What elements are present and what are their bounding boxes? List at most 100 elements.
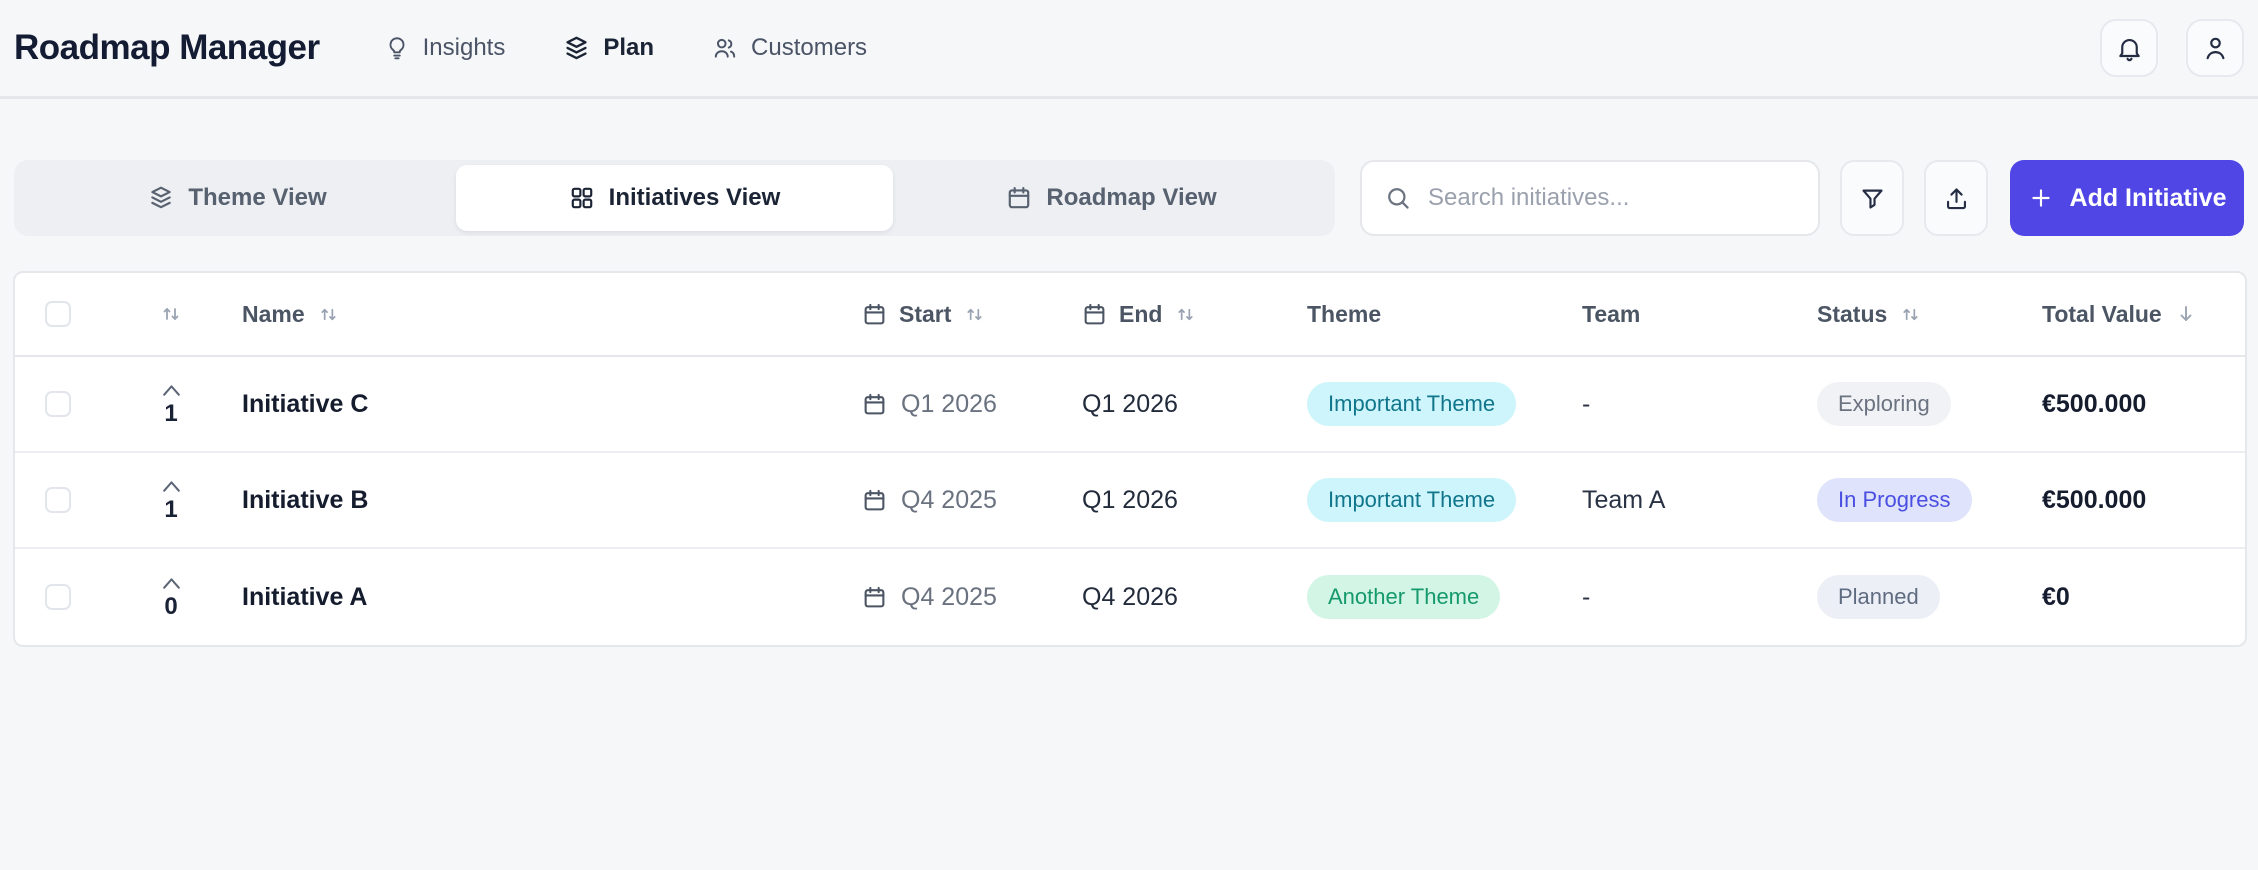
users-icon [712, 35, 738, 61]
app-header: Roadmap Manager Insights Plan [0, 0, 2258, 99]
calendar-icon [862, 585, 887, 610]
start-quarter: Q4 2025 [901, 485, 997, 514]
row-cell-total-value: €500.000 [2042, 390, 2245, 419]
row-cell-select [15, 584, 115, 610]
calendar-icon [862, 392, 887, 417]
row-checkbox[interactable] [45, 391, 71, 417]
header-cell-name[interactable]: Name [227, 301, 862, 328]
search-input[interactable] [1428, 184, 1796, 212]
initiative-name: Initiative B [242, 485, 369, 514]
lightbulb-icon [384, 35, 410, 61]
notifications-button[interactable] [2100, 19, 2158, 77]
search-box [1360, 160, 1820, 236]
column-label: End [1119, 300, 1163, 327]
end-quarter: Q1 2026 [1082, 389, 1178, 418]
row-cell-total-value: €500.000 [2042, 486, 2245, 515]
calendar-icon [1082, 302, 1107, 327]
row-cell-end: Q1 2026 [1082, 390, 1307, 419]
table-row[interactable]: 1 Initiative B Q4 2025 Q1 2026 Important… [15, 453, 2245, 549]
upvote-button[interactable] [159, 477, 184, 494]
column-label: Name [242, 300, 305, 327]
tab-label: Initiatives View [608, 184, 781, 211]
person-icon [2201, 34, 2230, 63]
nav-item-label: Plan [603, 34, 655, 61]
export-button[interactable] [1924, 160, 1988, 236]
column-label: Status [1817, 300, 1888, 327]
row-cell-votes: 1 [115, 381, 227, 428]
nav-item-insights[interactable]: Insights [384, 34, 506, 62]
row-cell-team: - [1582, 583, 1817, 612]
column-label: Total Value [2042, 300, 2162, 327]
select-all-checkbox[interactable] [45, 301, 71, 327]
column-label: Theme [1307, 300, 1382, 327]
upvote-button[interactable] [159, 381, 184, 398]
filter-button[interactable] [1840, 160, 1904, 236]
total-value: €0 [2042, 582, 2070, 611]
bell-icon [2115, 34, 2144, 63]
theme-badge: Important Theme [1307, 478, 1517, 522]
header-cell-start[interactable]: Start [862, 301, 1082, 328]
row-cell-total-value: €0 [2042, 583, 2245, 612]
theme-badge: Another Theme [1307, 575, 1501, 619]
row-cell-status: Planned [1817, 575, 2042, 619]
view-switcher: Theme View Initiatives View Roadmap View [14, 160, 1335, 236]
table-row[interactable]: 0 Initiative A Q4 2025 Q4 2026 Another T… [15, 549, 2245, 645]
main-nav: Insights Plan Customers [384, 34, 867, 62]
grid-icon [569, 185, 595, 211]
row-cell-name: Initiative C [227, 390, 862, 419]
row-cell-status: In Progress [1817, 478, 2042, 522]
status-badge: In Progress [1817, 478, 1972, 522]
sort-both-icon [159, 302, 183, 326]
end-quarter: Q4 2026 [1082, 582, 1178, 611]
header-cell-end[interactable]: End [1082, 301, 1307, 328]
row-cell-theme: Another Theme [1307, 575, 1582, 619]
header-actions [2100, 19, 2244, 77]
upload-icon [1943, 185, 1970, 212]
table-row[interactable]: 1 Initiative C Q1 2026 Q1 2026 Important… [15, 357, 2245, 453]
header-cell-votes[interactable] [115, 302, 227, 326]
theme-badge: Important Theme [1307, 382, 1517, 426]
tab-theme-view[interactable]: Theme View [19, 165, 456, 231]
tab-roadmap-view[interactable]: Roadmap View [893, 165, 1330, 231]
plus-icon [2028, 185, 2054, 211]
start-quarter: Q4 2025 [901, 582, 997, 611]
row-checkbox[interactable] [45, 487, 71, 513]
tab-label: Theme View [188, 184, 327, 211]
sort-both-icon [317, 303, 340, 326]
table-body: 1 Initiative C Q1 2026 Q1 2026 Important… [15, 357, 2245, 645]
search-icon [1384, 184, 1412, 212]
nav-item-customers[interactable]: Customers [712, 34, 867, 62]
header-cell-select [15, 301, 115, 327]
upvote-button[interactable] [159, 574, 184, 591]
total-value: €500.000 [2042, 389, 2147, 418]
status-badge: Planned [1817, 575, 1940, 619]
row-cell-end: Q1 2026 [1082, 486, 1307, 515]
status-badge: Exploring [1817, 382, 1951, 426]
toolbar: Theme View Initiatives View Roadmap View [14, 160, 2244, 236]
funnel-icon [1859, 185, 1886, 212]
initiative-name: Initiative A [242, 582, 368, 611]
profile-button[interactable] [2186, 19, 2244, 77]
row-cell-name: Initiative B [227, 486, 862, 515]
nav-item-label: Customers [751, 34, 868, 61]
add-initiative-label: Add Initiative [2069, 183, 2227, 212]
header-cell-total-value[interactable]: Total Value [2042, 301, 2245, 328]
row-cell-team: - [1582, 390, 1817, 419]
add-initiative-button[interactable]: Add Initiative [2010, 160, 2244, 236]
calendar-icon [1006, 185, 1032, 211]
nav-item-plan[interactable]: Plan [563, 34, 654, 62]
row-cell-theme: Important Theme [1307, 478, 1582, 522]
row-checkbox[interactable] [45, 584, 71, 610]
nav-item-label: Insights [422, 34, 506, 61]
tab-initiatives-view[interactable]: Initiatives View [456, 165, 893, 231]
total-value: €500.000 [2042, 485, 2147, 514]
calendar-icon [862, 488, 887, 513]
table-header-row: Name Start [15, 273, 2245, 357]
header-cell-status[interactable]: Status [1817, 301, 2042, 328]
row-cell-team: Team A [1582, 486, 1817, 515]
header-cell-theme: Theme [1307, 301, 1582, 328]
tab-label: Roadmap View [1046, 184, 1217, 211]
column-label: Team [1582, 300, 1641, 327]
row-cell-start: Q1 2026 [862, 390, 1082, 419]
row-cell-select [15, 391, 115, 417]
